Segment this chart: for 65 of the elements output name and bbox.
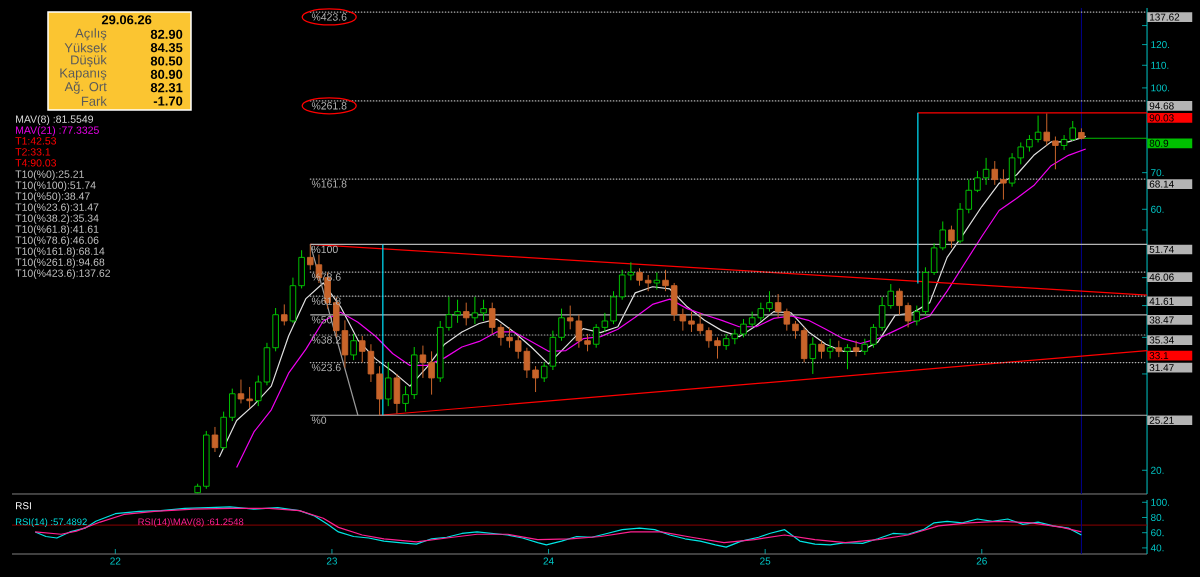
annotation: T10(%261.8):94.68: [15, 258, 105, 268]
annotation: T10(%423.6):137.62: [15, 269, 111, 279]
text: MAV(21) :77.3325: [16, 126, 99, 136]
text: MAV(8) :81.5549: [16, 115, 93, 125]
annotation: T10(%38.2):35.34: [15, 214, 99, 224]
annotation: Kapanış: [60, 68, 107, 81]
annotation: T10(%23.6):31.47: [15, 203, 99, 213]
annotation: 80.90: [150, 69, 183, 79]
annotation: T2:33.1: [15, 148, 51, 156]
x-tick-label: 23: [326, 557, 338, 565]
annotation: Açılış: [75, 28, 107, 41]
text: 29.06.26: [101, 15, 152, 25]
annotation: 82.31: [150, 83, 183, 93]
y-tick-label: 120.: [1151, 41, 1170, 49]
annotation: T10(%100):51.74: [15, 181, 96, 191]
y-tick-label: 20.: [1151, 466, 1164, 474]
annotation: 80.50: [150, 56, 183, 66]
chart-title: RSI: [16, 502, 31, 510]
x-tick-label: 26: [976, 557, 987, 565]
y-tick-label: 70.: [1151, 169, 1164, 177]
annotation: Düşük: [71, 54, 107, 68]
y-tick-label: 100.: [1151, 498, 1170, 506]
data-label: 35.34: [1149, 336, 1174, 344]
annotation: T4:90.03: [15, 159, 57, 167]
x-tick-label: 22: [110, 557, 121, 565]
data-label: 137.62: [1150, 13, 1180, 21]
annotation: T10(%0):25.21: [15, 170, 84, 180]
annotation: 84.35: [150, 43, 183, 53]
y-tick-label: 110.: [1151, 61, 1169, 69]
annotation: -1.70: [153, 96, 183, 106]
series-label: %0: [311, 416, 327, 424]
data-label: 68.14: [1149, 180, 1174, 188]
data-label: 94.68: [1149, 102, 1174, 110]
data-label: 25.21: [1149, 416, 1174, 424]
annotation: Fark: [81, 96, 107, 106]
series-label: RSI(14)\MAV(8) :61.2548: [138, 518, 244, 528]
data-label: 51.74: [1149, 245, 1174, 253]
series-label: %100: [311, 245, 338, 254]
annotation: 82.90: [150, 29, 183, 39]
annotation: T10(%161.8):68.14: [15, 247, 105, 257]
y-tick-label: 60.: [1151, 529, 1164, 537]
series-label: %261.8: [311, 102, 347, 110]
y-tick-label: 100.: [1151, 84, 1170, 92]
series-label: RSI(14) :57.4892: [15, 518, 87, 528]
annotation: T1:42.53: [15, 137, 57, 145]
annotation: Ağ. Ort: [64, 81, 107, 94]
y-tick-label: 40.: [1150, 544, 1164, 552]
series-label: %423.6: [311, 13, 347, 21]
data-label: 80.9: [1149, 139, 1169, 147]
series-label: %23.6: [311, 363, 341, 372]
x-tick-label: 25: [760, 557, 771, 565]
data-label: 33.1: [1149, 352, 1169, 360]
y-tick-label: 80.: [1151, 513, 1164, 522]
annotation: Yüksek: [64, 42, 107, 53]
data-label: 46.06: [1149, 273, 1174, 281]
data-label: 31.47: [1149, 364, 1174, 372]
y-tick-label: 60.: [1151, 205, 1164, 213]
data-label: 38.47: [1149, 316, 1174, 324]
annotation: T10(%61.8):41.61: [15, 225, 99, 235]
x-tick-label: 24: [543, 557, 554, 565]
data-label: 90.03: [1149, 114, 1174, 122]
annotation: T10(%50):38.47: [15, 192, 90, 202]
data-label: 41.61: [1149, 297, 1174, 305]
annotation: T10(%78.6):46.06: [15, 236, 99, 246]
series-label: %161.8: [311, 180, 347, 188]
